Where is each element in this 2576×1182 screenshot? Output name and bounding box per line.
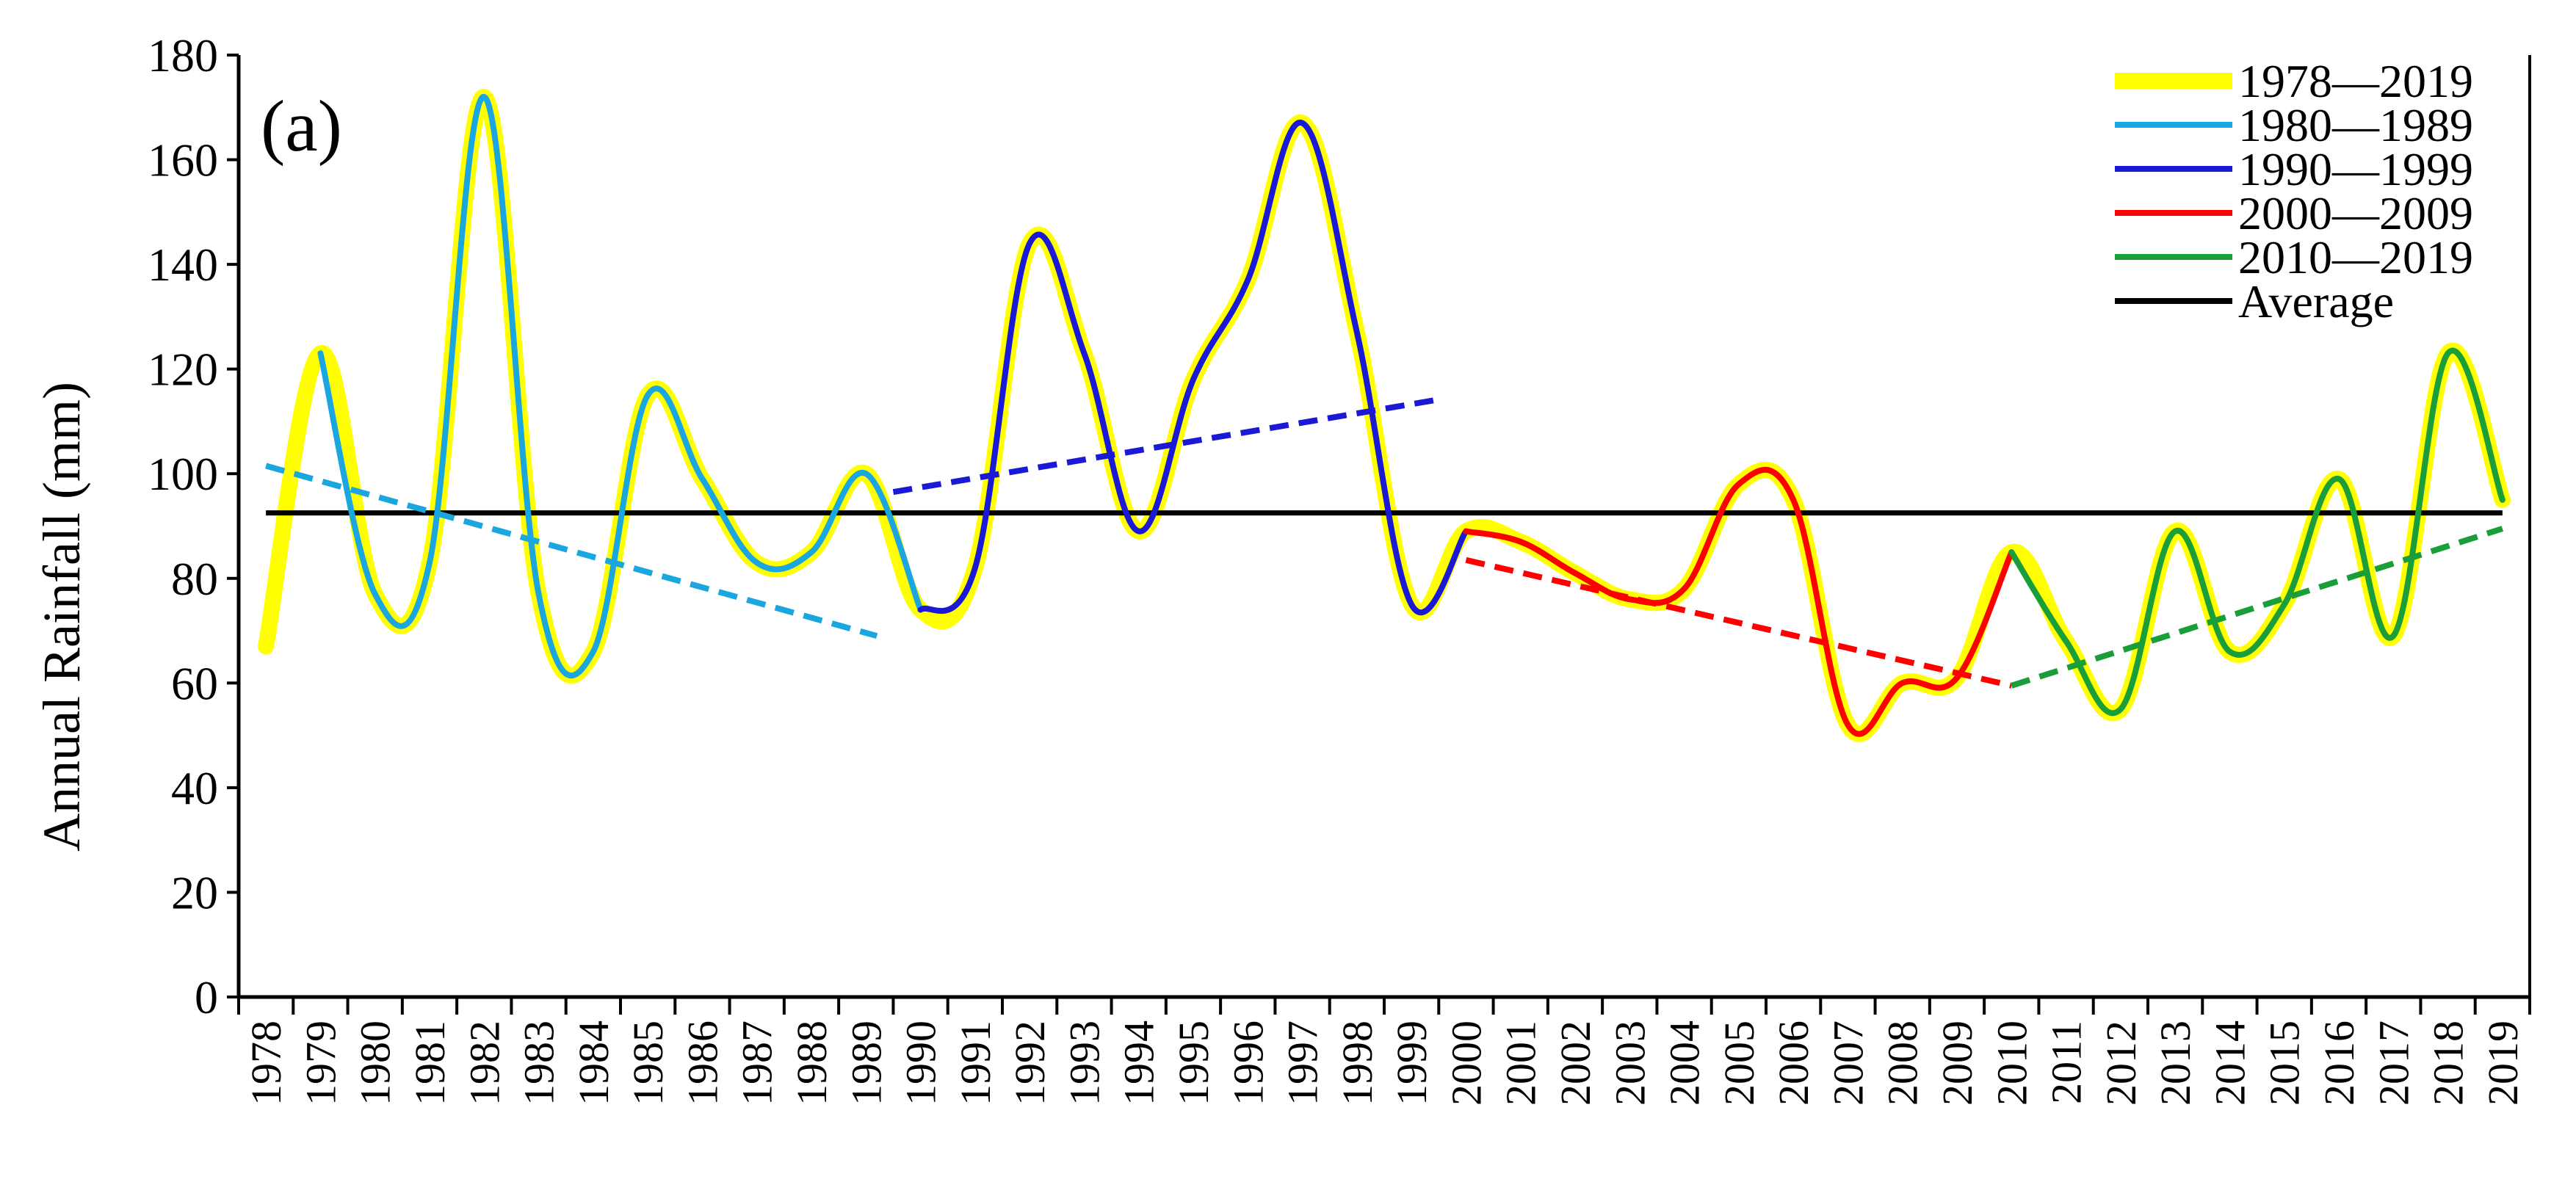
x-tick-label: 2014 <box>2206 1020 2254 1106</box>
x-tick-label: 2003 <box>1606 1020 1654 1106</box>
y-tick-label: 160 <box>148 134 218 186</box>
x-tick-label: 1997 <box>1279 1020 1327 1106</box>
y-tick-label: 140 <box>148 239 218 291</box>
x-tick-label: 2012 <box>2097 1020 2145 1106</box>
y-tick-label: 40 <box>171 762 218 814</box>
x-tick-label: 2019 <box>2479 1020 2527 1106</box>
x-tick-label: 1979 <box>297 1020 344 1106</box>
x-tick-label: 2016 <box>2315 1020 2363 1106</box>
x-tick-label: 1980 <box>352 1020 399 1106</box>
x-tick-label: 1978 <box>242 1020 290 1106</box>
legend-label: 2000—2009 <box>2238 187 2473 239</box>
x-tick-label: 2004 <box>1661 1020 1709 1106</box>
y-tick-label: 120 <box>148 344 218 396</box>
y-axis-label: Annual Rainfall (mm) <box>32 382 91 852</box>
legend-label: 1978—2019 <box>2238 55 2473 107</box>
x-tick-label: 1993 <box>1060 1020 1108 1106</box>
x-tick-label: 1983 <box>515 1020 563 1106</box>
trendline <box>265 463 878 639</box>
series-line-2010-2019 <box>2008 347 2506 717</box>
trendline <box>1465 556 2013 689</box>
x-tick-label: 1996 <box>1224 1020 1272 1106</box>
x-tick-label: 1988 <box>788 1020 836 1106</box>
x-tick-label: 1995 <box>1170 1020 1218 1106</box>
x-tick-label: 2005 <box>1715 1020 1763 1106</box>
y-tick-label: 100 <box>148 448 218 500</box>
x-tick-label: 1987 <box>734 1020 781 1106</box>
y-tick-label: 0 <box>195 971 218 1023</box>
plot-area: 0 20 40 60 80 100 120 140 160 180 1978 1979 1980 1981… <box>148 29 2531 1106</box>
x-tick-label: 1999 <box>1388 1020 1436 1106</box>
panel-label: (a) <box>261 85 342 167</box>
x-tick-label: 1985 <box>624 1020 672 1106</box>
y-tick-label: 180 <box>148 29 218 81</box>
legend-label: 1980—1989 <box>2238 99 2473 151</box>
x-tick-label: 2017 <box>2370 1020 2417 1106</box>
x-tick-label: 1982 <box>460 1020 508 1106</box>
x-tick-label: 1992 <box>1006 1020 1054 1106</box>
x-tick-label: 1990 <box>897 1020 945 1106</box>
x-tick-label: 1981 <box>406 1020 454 1106</box>
x-tick-label: 2001 <box>1497 1020 1545 1106</box>
x-tick-label: 1986 <box>679 1020 726 1106</box>
legend-label: 2010—2019 <box>2238 231 2473 283</box>
series-line-1980-1989 <box>317 93 924 679</box>
legend: 1978—20191980—19891990—19992000—20092010… <box>2115 55 2473 327</box>
legend-label: 1990—1999 <box>2238 143 2473 195</box>
y-tick-label: 20 <box>171 866 218 918</box>
x-tick-label: 1998 <box>1334 1020 1381 1106</box>
x-tick-label: 1994 <box>1115 1020 1163 1106</box>
x-tick-label: 2011 <box>2043 1020 2091 1104</box>
x-tick-label: 1991 <box>952 1020 999 1106</box>
series-line-2000-2009 <box>1463 466 2015 737</box>
x-tick-label: 1989 <box>842 1020 890 1106</box>
x-tick-label: 2007 <box>1824 1020 1872 1106</box>
x-tick-label: 2002 <box>1552 1020 1599 1106</box>
x-tick-label: 2000 <box>1442 1020 1490 1106</box>
series-line-1990-1999 <box>917 120 1469 616</box>
x-tick-label: 2010 <box>1988 1020 2036 1106</box>
legend-label: Average <box>2238 275 2394 327</box>
y-tick-label: 60 <box>171 657 218 709</box>
x-tick-label: 2018 <box>2425 1020 2472 1106</box>
x-tick-label: 2009 <box>1933 1020 1981 1106</box>
trendline <box>892 397 1434 496</box>
x-tick-label: 2015 <box>2261 1020 2309 1106</box>
x-tick-label: 2006 <box>1770 1020 1817 1106</box>
trendline <box>2011 526 2504 689</box>
x-tick-label: 2008 <box>1879 1020 1927 1106</box>
x-tick-label: 1984 <box>570 1020 618 1106</box>
x-tick-label: 2013 <box>2152 1020 2199 1106</box>
y-tick-label: 80 <box>171 553 218 605</box>
